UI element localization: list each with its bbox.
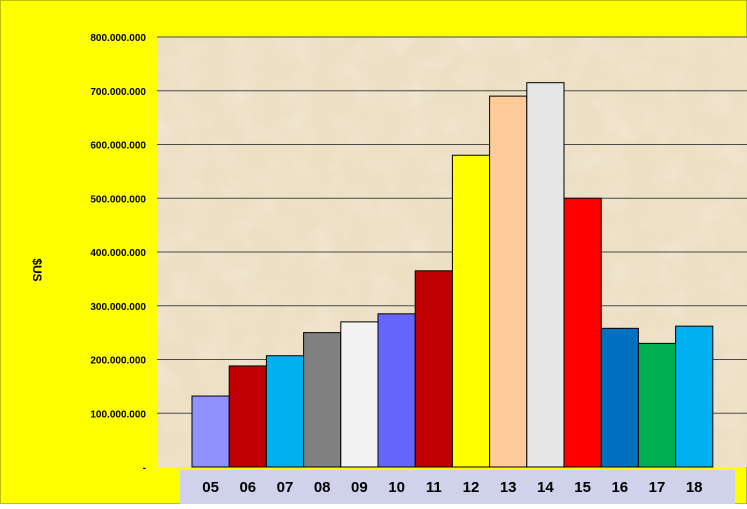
x-tick-label: 09 (351, 479, 368, 496)
x-tick-label: 06 (239, 479, 256, 496)
y-tick-label: 400.000.000 (90, 248, 146, 259)
y-tick-label: 300.000.000 (90, 302, 146, 313)
x-tick-label: 14 (537, 479, 554, 496)
bars (191, 82, 714, 468)
bar-13 (489, 95, 528, 468)
y-tick-label: 700.000.000 (90, 87, 146, 98)
x-tick-label: 05 (202, 479, 219, 496)
bar-06 (228, 365, 267, 468)
y-tick-labels: - 100.000.000 200.000.000 300.000.000 400.00… (90, 33, 146, 474)
category-band (180, 470, 735, 504)
x-tick-label: 15 (574, 479, 591, 496)
x-tick-label: 18 (686, 479, 703, 496)
bar-11 (414, 270, 453, 468)
bar-16 (600, 327, 639, 468)
x-tick-labels: 05 06 07 08 09 10 11 12 13 14 15 16 17 18 (202, 479, 702, 496)
x-tick-label: 12 (463, 479, 480, 496)
bar-08 (303, 332, 342, 468)
bar-14 (526, 82, 565, 468)
x-tick-label: 07 (277, 479, 294, 496)
bar-05 (191, 395, 230, 468)
bar-18 (675, 325, 714, 468)
x-tick-label: 13 (500, 479, 517, 496)
bar-17 (637, 342, 677, 468)
y-axis-label: $US (30, 258, 44, 281)
bar-15 (563, 197, 602, 468)
bar-10 (377, 313, 416, 468)
y-tick-label: 600.000.000 (90, 141, 146, 152)
bar-09 (340, 321, 379, 468)
bar-12 (451, 154, 491, 468)
bar-07 (265, 355, 305, 468)
y-tick-label: 200.000.000 (90, 356, 146, 367)
y-tick-label: 100.000.000 (90, 409, 146, 420)
x-tick-label: 08 (314, 479, 331, 496)
y-tick-label: - (143, 463, 146, 474)
x-tick-label: 10 (388, 479, 405, 496)
y-tick-label: 500.000.000 (90, 194, 146, 205)
x-tick-label: 16 (611, 479, 628, 496)
x-tick-label: 11 (426, 479, 442, 496)
x-tick-label: 17 (649, 479, 666, 496)
y-tick-label: 800.000.000 (90, 33, 146, 44)
